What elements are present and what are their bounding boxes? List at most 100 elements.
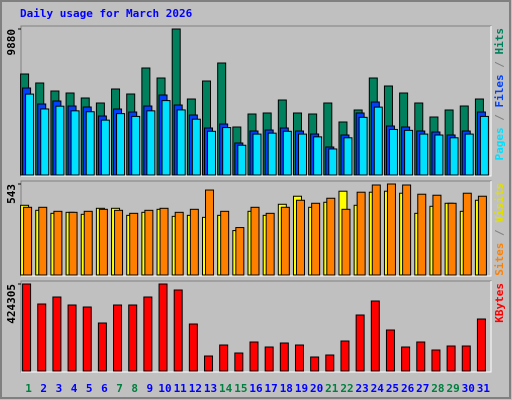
bar bbox=[83, 210, 93, 276]
bar bbox=[204, 355, 214, 372]
x-tick-label: 26 bbox=[401, 382, 415, 395]
legend-entry: Sites bbox=[493, 243, 506, 276]
x-tick-label: 16 bbox=[249, 382, 263, 395]
bar bbox=[264, 346, 274, 372]
bar bbox=[297, 133, 307, 176]
panel-highlight bbox=[21, 281, 492, 373]
x-tick-label: 19 bbox=[295, 382, 308, 395]
bar bbox=[385, 329, 395, 372]
bar bbox=[97, 322, 107, 372]
x-tick-label: 23 bbox=[356, 382, 369, 395]
bar bbox=[161, 100, 171, 176]
x-tick-label: 7 bbox=[116, 382, 123, 395]
x-tick-label: 22 bbox=[340, 382, 353, 395]
bar bbox=[67, 304, 77, 372]
legend-separator: / bbox=[493, 108, 506, 128]
x-tick-label: 4 bbox=[71, 382, 78, 395]
bar bbox=[205, 189, 215, 276]
bar bbox=[100, 119, 110, 176]
legend-entry: KBytes bbox=[493, 283, 506, 323]
bar bbox=[37, 303, 47, 372]
x-tick-label: 17 bbox=[265, 382, 278, 395]
bar bbox=[355, 314, 365, 372]
bar bbox=[114, 209, 124, 276]
bar bbox=[280, 206, 290, 276]
bar bbox=[431, 349, 441, 372]
bar bbox=[234, 352, 244, 372]
bar bbox=[158, 283, 168, 372]
panel-highlight bbox=[21, 181, 492, 277]
bar bbox=[341, 208, 351, 276]
bar bbox=[189, 208, 199, 276]
x-tick-label: 6 bbox=[101, 382, 108, 395]
x-tick-label: 10 bbox=[158, 382, 171, 395]
bar bbox=[447, 202, 457, 276]
x-tick-label: 8 bbox=[131, 382, 138, 395]
panel-highlight bbox=[21, 26, 492, 177]
bar bbox=[479, 115, 489, 176]
chart-title: Daily usage for March 2026 bbox=[20, 7, 193, 20]
bar bbox=[419, 133, 429, 176]
bar bbox=[432, 194, 442, 276]
bar bbox=[68, 211, 78, 276]
bar bbox=[173, 289, 183, 372]
bar bbox=[191, 118, 201, 176]
x-tick-label: 9 bbox=[147, 382, 154, 395]
y-tick-label: 543 bbox=[5, 184, 18, 204]
legend-entry: Hits bbox=[493, 28, 506, 55]
bar bbox=[294, 344, 304, 372]
bar bbox=[53, 210, 63, 276]
bar bbox=[143, 296, 153, 372]
bar bbox=[449, 137, 459, 176]
legend-entry: Visits bbox=[493, 183, 506, 223]
bar bbox=[113, 304, 123, 372]
bar bbox=[313, 136, 323, 176]
bar bbox=[326, 197, 336, 276]
bar bbox=[85, 111, 95, 176]
bar bbox=[343, 137, 353, 176]
x-tick-label: 5 bbox=[86, 382, 93, 395]
legend-entry: Files bbox=[493, 74, 506, 107]
bar bbox=[116, 113, 126, 176]
bar bbox=[340, 340, 350, 372]
bar bbox=[310, 356, 320, 372]
bar bbox=[401, 346, 411, 372]
bar bbox=[373, 106, 383, 176]
bar bbox=[22, 283, 32, 372]
x-tick-label: 12 bbox=[189, 382, 202, 395]
bar bbox=[222, 127, 232, 176]
bar bbox=[249, 341, 259, 372]
bar bbox=[144, 209, 154, 276]
bar bbox=[464, 133, 474, 176]
bar bbox=[358, 116, 368, 176]
x-tick-label: 15 bbox=[234, 382, 247, 395]
bar bbox=[55, 105, 65, 176]
bar bbox=[129, 212, 139, 276]
legend: Sites / Visits bbox=[493, 183, 506, 276]
bar bbox=[131, 115, 141, 176]
bar bbox=[25, 93, 35, 176]
bar bbox=[82, 306, 92, 372]
bar bbox=[477, 195, 487, 276]
x-tick-label: 11 bbox=[174, 382, 188, 395]
x-tick-label: 2 bbox=[40, 382, 47, 395]
bar bbox=[386, 183, 396, 276]
bar bbox=[417, 193, 427, 276]
bar bbox=[176, 109, 186, 176]
bar bbox=[267, 132, 277, 176]
bar bbox=[207, 130, 217, 176]
bar bbox=[146, 110, 156, 176]
bar bbox=[237, 144, 247, 176]
bar bbox=[70, 110, 80, 176]
bar bbox=[461, 345, 471, 372]
bar bbox=[416, 341, 426, 372]
bar bbox=[328, 148, 338, 176]
x-tick-label: 18 bbox=[280, 382, 293, 395]
x-tick-label: 24 bbox=[371, 382, 385, 395]
bar bbox=[370, 300, 380, 372]
bar bbox=[402, 184, 412, 276]
y-tick-label: 9880 bbox=[5, 29, 18, 56]
bar bbox=[446, 345, 456, 372]
x-tick-label: 21 bbox=[325, 382, 339, 395]
